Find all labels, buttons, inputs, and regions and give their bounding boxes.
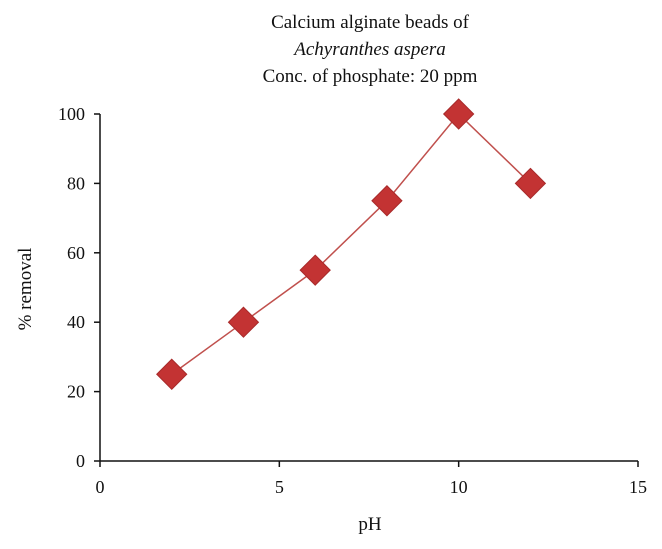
data-point-marker — [299, 254, 331, 286]
y-tick-label: 40 — [67, 312, 85, 332]
x-tick-label: 10 — [450, 477, 468, 497]
x-tick-label: 15 — [629, 477, 647, 497]
y-tick-label: 0 — [76, 451, 85, 471]
data-point-marker — [442, 98, 475, 130]
y-tick-label: 80 — [67, 173, 85, 193]
data-point-marker — [514, 167, 547, 200]
axes — [99, 114, 638, 462]
series-line — [171, 112, 531, 375]
chart-title-line-1: Calcium alginate beads of — [271, 12, 470, 33]
chart-title-line-2: Achyranthes aspera — [292, 39, 445, 60]
x-tick-label: 0 — [96, 477, 105, 497]
y-axis-label: % removal — [15, 248, 36, 331]
y-tick-label: 20 — [67, 382, 85, 402]
data-point-marker — [156, 358, 188, 390]
x-tick-label: 5 — [275, 477, 284, 497]
chart-title-line-3: Conc. of phosphate: 20 ppm — [263, 66, 478, 87]
series — [156, 98, 547, 390]
y-tick-label: 60 — [67, 243, 85, 263]
data-point-marker — [227, 306, 260, 338]
data-point-marker — [371, 185, 403, 217]
y-tick-label: 100 — [58, 104, 85, 124]
ticks: 0 5 10 15 0 20 40 60 80 100 — [58, 104, 647, 497]
x-axis-label: pH — [358, 514, 382, 535]
